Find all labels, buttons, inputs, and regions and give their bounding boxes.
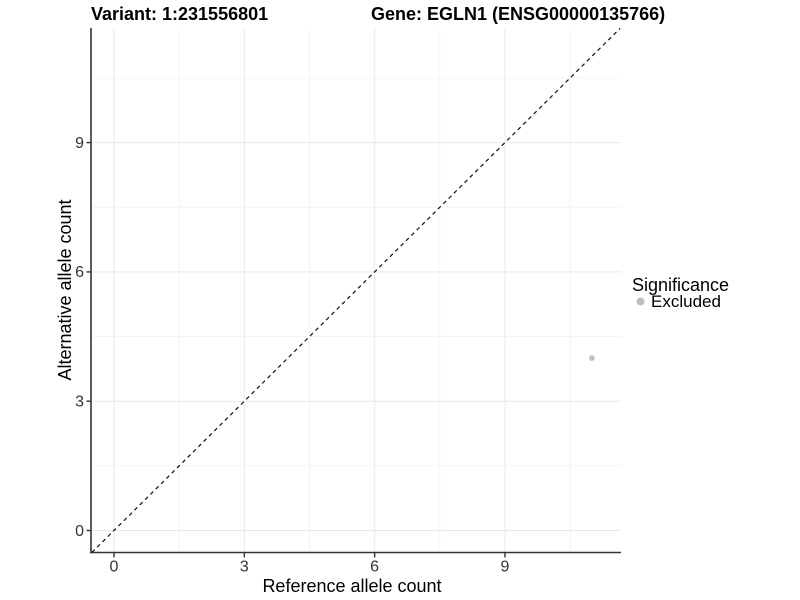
variant-title: Variant: 1:231556801: [91, 4, 268, 24]
y-tick-label: 0: [75, 523, 84, 540]
x-tick-label: 0: [110, 559, 119, 576]
legend-entry-label: Excluded: [651, 292, 721, 311]
x-tick-label: 6: [370, 559, 379, 576]
data-points: [589, 355, 595, 361]
x-axis-title: Reference allele count: [262, 576, 441, 596]
y-tick-label: 9: [75, 135, 84, 152]
y-tick-label: 3: [75, 394, 84, 411]
x-tick-label: 3: [240, 559, 249, 576]
legend-title: Significance: [632, 275, 729, 295]
x-tick-label: 9: [501, 559, 510, 576]
legend-point-icon: [636, 297, 645, 306]
minor-gridlines: [91, 28, 621, 553]
axis-ticks: 0 3 6 9 0 3 6 9: [75, 135, 509, 576]
gene-title: Gene: EGLN1 (ENSG00000135766): [371, 4, 665, 24]
legend: Significance Excluded: [632, 275, 729, 311]
y-axis-title: Alternative allele count: [55, 199, 75, 380]
data-point-excluded: [589, 355, 595, 361]
major-gridlines: [91, 28, 621, 553]
legend-entry-excluded: Excluded: [636, 292, 721, 311]
y-tick-label: 6: [75, 264, 84, 281]
